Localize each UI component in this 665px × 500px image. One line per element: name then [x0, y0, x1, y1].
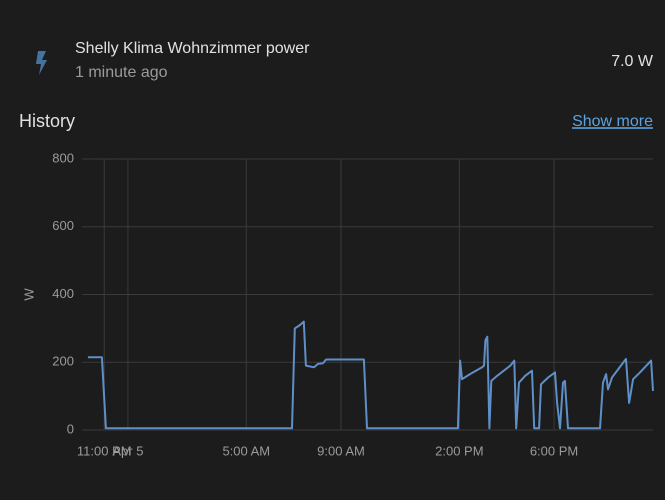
power-line — [87, 320, 654, 430]
entity-name[interactable]: Shelly Klima Wohnzimmer power — [75, 40, 310, 57]
y-tick-label: 200 — [52, 354, 74, 369]
x-tick-label: 9:00 AM — [317, 443, 365, 458]
x-tick-label: 11:00 PM — [77, 443, 132, 458]
y-tick-label: 800 — [52, 150, 74, 165]
x-tick-label: 5:00 AM — [222, 443, 270, 458]
x-tick-label: 6:00 PM — [530, 443, 578, 458]
y-axis-label: W — [21, 288, 36, 301]
entity-icon — [36, 51, 47, 75]
show-more-link[interactable]: Show more — [572, 113, 653, 130]
y-tick-label: 600 — [52, 218, 74, 233]
x-tick-label: Apr 5 — [112, 443, 143, 458]
x-tick-label: 2:00 PM — [435, 443, 483, 458]
section-title: History — [19, 111, 75, 131]
y-tick-label: 0 — [67, 421, 74, 436]
entity-state: 7.0 W — [611, 53, 654, 70]
y-tick-label: 400 — [52, 286, 74, 301]
last-changed: 1 minute ago — [75, 64, 168, 81]
